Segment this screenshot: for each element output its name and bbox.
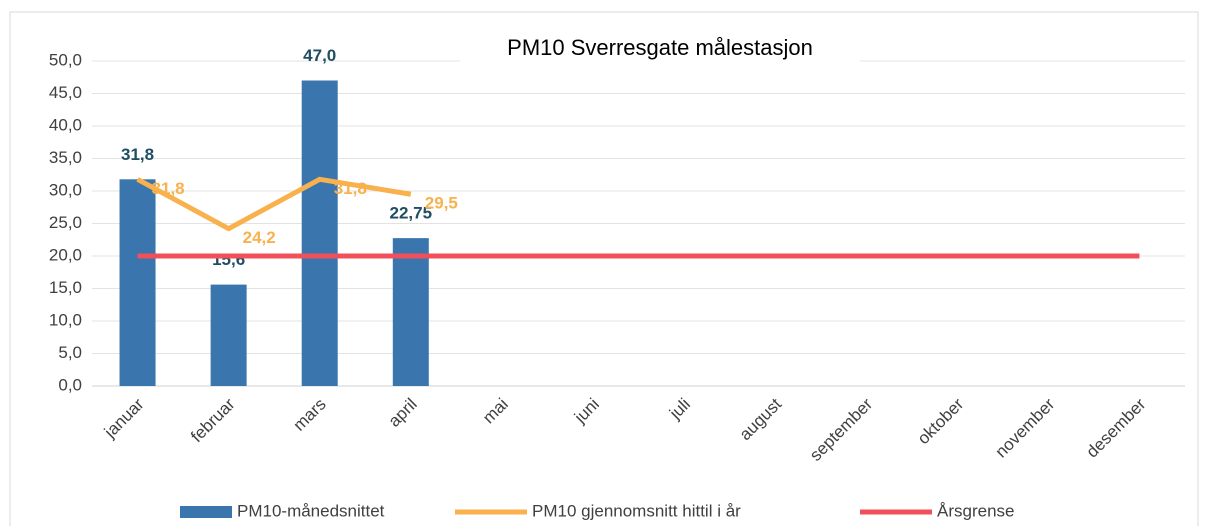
y-tick-label: 0,0 [58, 375, 82, 394]
bar [301, 80, 338, 386]
y-tick-label: 30,0 [49, 180, 82, 199]
y-tick-label: 25,0 [49, 213, 82, 232]
line-value-label: 31,8 [334, 179, 367, 198]
legend-label: Årsgrense [937, 501, 1014, 520]
line-value-label: 24,2 [243, 228, 276, 247]
y-tick-label: 45,0 [49, 83, 82, 102]
y-tick-label: 40,0 [49, 115, 82, 134]
y-tick-label: 50,0 [49, 50, 82, 69]
chart-title: PM10 Sverresgate målestasjon [507, 35, 813, 60]
y-tick-label: 20,0 [49, 245, 82, 264]
legend-swatch [180, 506, 232, 518]
y-tick-label: 35,0 [49, 148, 82, 167]
title-background [460, 28, 860, 70]
bar-value-label: 15,6 [212, 250, 245, 269]
bar [119, 179, 156, 386]
bar-value-label: 31,8 [121, 145, 154, 164]
y-tick-label: 10,0 [49, 310, 82, 329]
chart-frame [9, 11, 1199, 526]
y-tick-label: 15,0 [49, 278, 82, 297]
y-tick-label: 5,0 [58, 343, 82, 362]
bar [392, 238, 429, 386]
bar [210, 284, 247, 386]
legend-label: PM10-månedsnittet [237, 501, 385, 520]
legend-label: PM10 gjennomsnitt hittil i år [532, 501, 741, 520]
line [136, 176, 412, 232]
bar-value-label: 22,75 [390, 204, 433, 223]
line-value-label: 31,8 [152, 179, 185, 198]
line-value-label: 29,5 [425, 194, 458, 213]
bar-value-label: 47,0 [303, 46, 336, 65]
